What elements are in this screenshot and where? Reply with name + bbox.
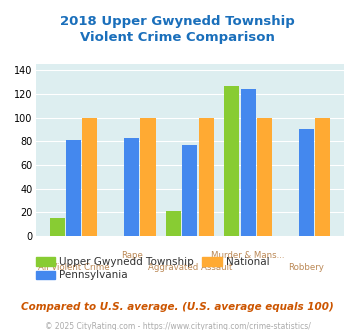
Text: Aggravated Assault: Aggravated Assault bbox=[148, 263, 232, 272]
Text: Compared to U.S. average. (U.S. average equals 100): Compared to U.S. average. (U.S. average … bbox=[21, 302, 334, 312]
Text: National: National bbox=[226, 256, 270, 267]
Text: Upper Gwynedd Township: Upper Gwynedd Township bbox=[59, 256, 194, 267]
Bar bbox=[166, 211, 181, 236]
Bar bbox=[199, 117, 214, 236]
Bar bbox=[66, 140, 81, 236]
Bar bbox=[182, 145, 197, 236]
Bar bbox=[241, 89, 256, 236]
Bar bbox=[315, 117, 330, 236]
Text: © 2025 CityRating.com - https://www.cityrating.com/crime-statistics/: © 2025 CityRating.com - https://www.city… bbox=[45, 322, 310, 330]
Text: Robbery: Robbery bbox=[289, 263, 324, 272]
Text: Murder & Mans...: Murder & Mans... bbox=[212, 251, 285, 260]
Bar bbox=[50, 218, 65, 236]
Text: Pennsylvania: Pennsylvania bbox=[59, 270, 128, 280]
Text: 2018 Upper Gwynedd Township
Violent Crime Comparison: 2018 Upper Gwynedd Township Violent Crim… bbox=[60, 15, 295, 44]
Text: Rape: Rape bbox=[121, 251, 143, 260]
Bar bbox=[82, 117, 97, 236]
Bar bbox=[224, 86, 239, 236]
Bar bbox=[141, 117, 155, 236]
Bar bbox=[257, 117, 272, 236]
Bar bbox=[124, 138, 139, 236]
Bar bbox=[299, 129, 314, 236]
Text: All Violent Crime: All Violent Crime bbox=[38, 263, 109, 272]
